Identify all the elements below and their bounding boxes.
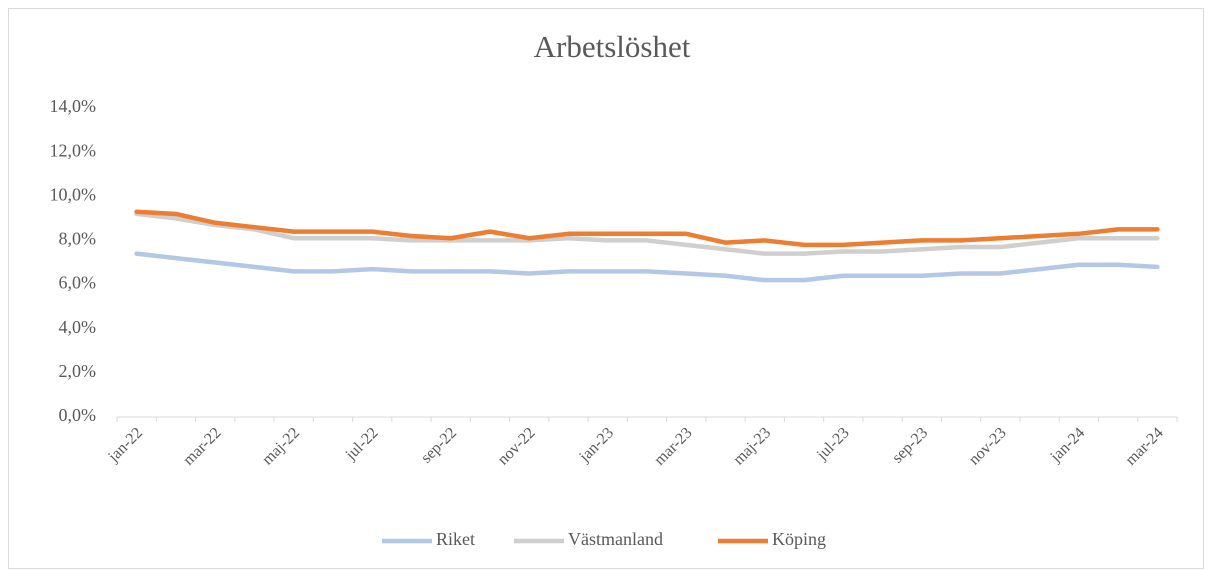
line-series [134, 211, 1160, 256]
legend-label: Västmanland [568, 529, 663, 549]
legend-label: Köping [772, 529, 826, 549]
y-tick-label: 4,0% [59, 317, 97, 337]
chart-border [8, 8, 1204, 569]
legend-label: Riket [436, 529, 475, 549]
y-tick-label: 14,0% [50, 96, 97, 116]
y-tick-label: 8,0% [59, 229, 97, 249]
y-tick-label: 12,0% [50, 140, 97, 160]
y-tick-label: 0,0% [59, 405, 97, 425]
line-series [134, 209, 1160, 248]
line-series [134, 251, 1160, 283]
y-tick-label: 10,0% [50, 184, 97, 204]
y-tick-label: 6,0% [59, 273, 97, 293]
y-tick-label: 2,0% [59, 361, 97, 381]
chart-title: Arbetslöshet [534, 29, 691, 64]
